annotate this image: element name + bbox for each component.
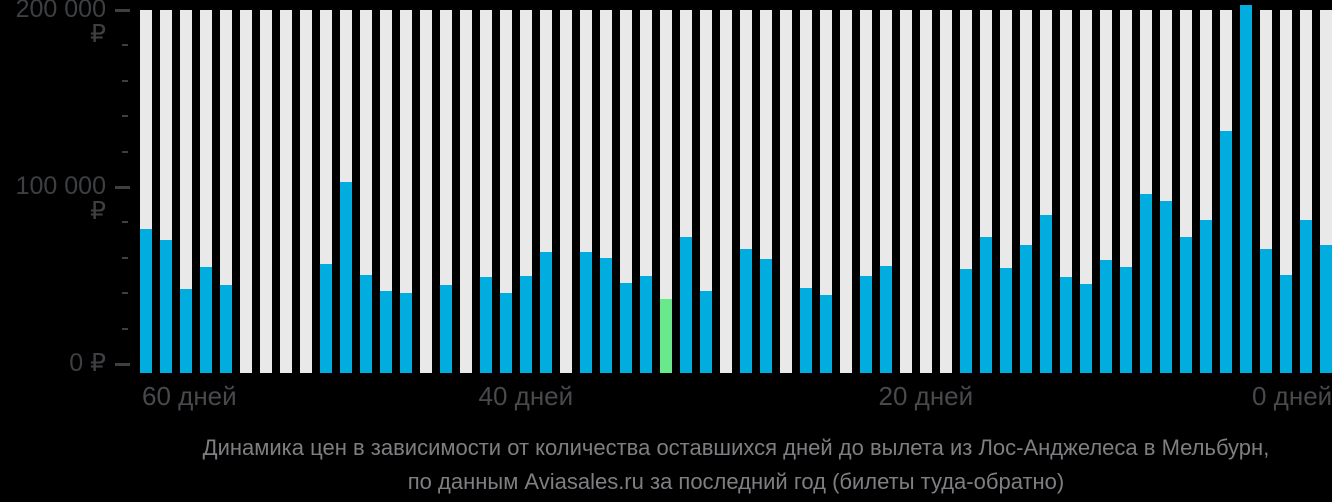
bar-background	[380, 10, 392, 373]
bar-background	[720, 10, 732, 373]
price-bar-day-40[interactable]	[520, 275, 532, 373]
price-bar-day-35[interactable]	[620, 282, 632, 373]
price-bar-day-8[interactable]	[1160, 201, 1172, 373]
bar-background	[240, 10, 252, 373]
bar-background	[280, 10, 292, 373]
x-axis-label-20: 20 дней	[878, 381, 974, 411]
bar-background	[800, 10, 812, 373]
price-bar-day-17[interactable]	[980, 236, 992, 373]
price-bar-day-41[interactable]	[500, 293, 512, 373]
y-axis-major-tick	[115, 362, 130, 366]
price-bar-day-34[interactable]	[640, 275, 652, 373]
bar-background	[940, 10, 952, 373]
price-bar-day-47[interactable]	[380, 290, 392, 373]
bar-background	[500, 10, 512, 373]
y-axis-minor-tick	[122, 221, 128, 224]
bar-background	[220, 10, 232, 373]
price-bar-day-32[interactable]	[680, 237, 692, 373]
price-bar-day-11[interactable]	[1100, 259, 1112, 373]
price-bar-day-18[interactable]	[960, 269, 972, 373]
bar-background	[1080, 10, 1092, 373]
price-bar-day-13[interactable]	[1060, 277, 1072, 373]
price-bar-day-3[interactable]	[1260, 248, 1272, 373]
price-bar-day-56[interactable]	[200, 266, 212, 373]
price-bar-day-10[interactable]	[1120, 266, 1132, 373]
price-bar-day-23[interactable]	[860, 276, 872, 373]
x-axis-label-60: 60 дней	[142, 381, 237, 411]
price-bar-day-16[interactable]	[1000, 268, 1012, 373]
x-axis-label-40: 40 дней	[478, 381, 574, 411]
x-axis-label-0: 0 дней	[1252, 381, 1332, 411]
price-bar-day-42[interactable]	[480, 277, 492, 373]
caption-title: Динамика цен в зависимости от количества…	[202, 435, 1270, 460]
price-bar-day-15[interactable]	[1020, 244, 1032, 373]
price-bar-day-55[interactable]	[220, 285, 232, 373]
price-bar-day-2[interactable]	[1280, 274, 1292, 373]
bar-background	[420, 10, 432, 373]
bar-background	[560, 10, 572, 373]
y-axis-minor-tick	[122, 115, 128, 118]
y-axis-minor-tick	[122, 150, 128, 153]
chart-caption: Динамика цен в зависимости от количества…	[140, 431, 1332, 499]
bar-background	[700, 10, 712, 373]
caption-subtitle: по данным Aviasales.ru за последний год …	[407, 469, 1065, 494]
bar-background	[780, 10, 792, 373]
bar-background	[920, 10, 932, 373]
min-price-bar-day-33[interactable]	[660, 298, 672, 373]
price-bar-day-22[interactable]	[880, 265, 892, 373]
price-bar-day-9[interactable]	[1140, 194, 1152, 373]
bar-background	[620, 10, 632, 373]
price-bar-day-46[interactable]	[400, 293, 412, 373]
y-axis-major-tick	[115, 8, 130, 12]
y-axis-minor-tick	[122, 292, 128, 295]
bar-background	[840, 10, 852, 373]
bar-background	[900, 10, 912, 373]
bar-background	[180, 10, 192, 373]
y-axis-minor-tick	[122, 44, 128, 47]
price-bar-day-39[interactable]	[540, 252, 552, 373]
price-bar-day-29[interactable]	[740, 248, 752, 373]
price-bar-day-4[interactable]	[1240, 4, 1252, 373]
bar-background	[260, 10, 272, 373]
price-bar-day-59[interactable]	[140, 228, 152, 373]
y-axis-major-tick	[115, 185, 130, 189]
y-axis-minor-tick	[122, 327, 128, 330]
price-bar-day-37[interactable]	[580, 252, 592, 373]
price-bar-day-57[interactable]	[180, 288, 192, 373]
bar-background	[400, 10, 412, 373]
price-bar-day-25[interactable]	[820, 294, 832, 373]
y-axis-minor-tick	[122, 256, 128, 259]
price-bar-day-50[interactable]	[320, 263, 332, 373]
price-bar-day-12[interactable]	[1080, 284, 1092, 373]
price-bar-day-58[interactable]	[160, 240, 172, 373]
price-bar-day-5[interactable]	[1220, 131, 1232, 373]
price-bar-day-6[interactable]	[1200, 219, 1212, 373]
y-axis-minor-tick	[122, 79, 128, 82]
bar-background	[440, 10, 452, 373]
price-bar-day-7[interactable]	[1180, 236, 1192, 373]
price-bar-day-1[interactable]	[1300, 219, 1312, 373]
y-axis-label: 100 000 ₽	[15, 172, 106, 225]
y-axis-label: 0 ₽	[69, 349, 106, 377]
bar-background	[820, 10, 832, 373]
price-bar-day-48[interactable]	[360, 274, 372, 373]
price-bar-day-44[interactable]	[440, 285, 452, 373]
bar-background	[460, 10, 472, 373]
price-bar-day-31[interactable]	[700, 291, 712, 373]
price-bar-day-14[interactable]	[1040, 215, 1052, 373]
bar-background	[660, 10, 672, 373]
y-axis-label: 200 000 ₽	[15, 0, 106, 48]
price-bar-day-49[interactable]	[340, 181, 352, 373]
price-bar-day-36[interactable]	[600, 257, 612, 373]
price-bar-day-0[interactable]	[1320, 244, 1332, 373]
price-bar-day-26[interactable]	[800, 287, 812, 373]
bar-background	[300, 10, 312, 373]
price-bar-day-28[interactable]	[760, 258, 772, 373]
